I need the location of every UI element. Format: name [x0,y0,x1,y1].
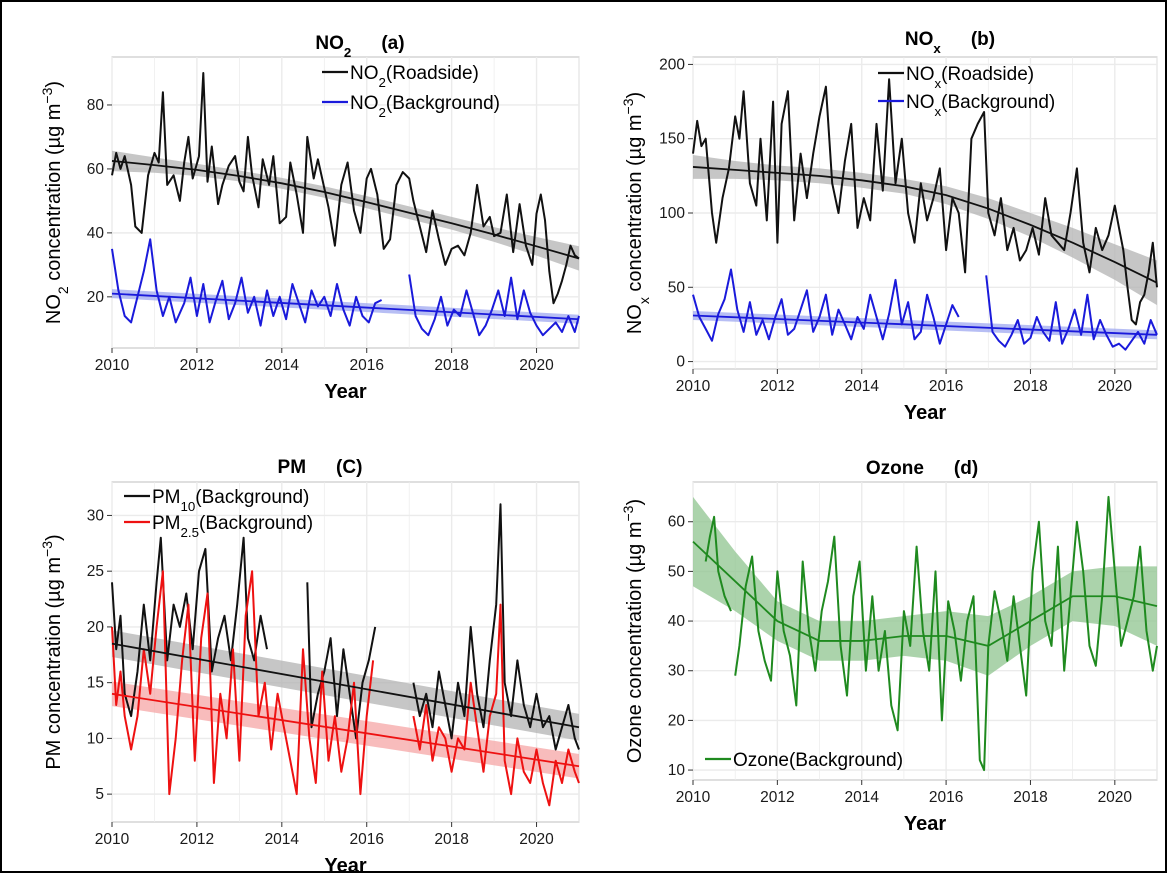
x-tick-label: 2020 [519,357,554,374]
trend-line [111,642,580,729]
x-tick-label: 2014 [844,378,879,395]
legend-label: NOx(Background) [906,92,1055,119]
y-tick-label: 15 [87,675,104,692]
y-tick-label: 60 [668,514,686,531]
x-tick-label: 2016 [349,357,383,374]
series-line [704,495,1158,772]
y-tick-label: 20 [87,289,105,306]
x-tick-label: 2020 [1098,378,1133,395]
panel-d: 2010 2012 2014 2016 2018 2020 10 20 30 40 50 60 Ozon… [620,458,1158,835]
y-tick-label: 20 [668,712,686,729]
x-tick-label: 2012 [180,357,214,374]
x-tick-label: 2016 [929,789,963,806]
x-tick-label: 2016 [929,378,963,395]
y-tick-label: 10 [87,730,105,747]
x-tick-label: 2018 [434,357,468,374]
chart-title: Ozone (d) [866,458,978,479]
trend-line [692,540,1158,647]
y-axis-label: NOx concentration (µg m−3) [620,92,652,334]
x-tick-label: 2010 [95,831,130,848]
legend-label: NO2(Background) [350,93,500,120]
x-axis-label: Year [904,813,946,835]
trend-line [692,166,1158,284]
x-tick-label: 2018 [434,831,468,848]
series-line [111,570,580,807]
y-tick-label: 50 [668,279,686,296]
x-axis-label: Year [324,855,366,871]
legend-label: NO2(Roadside) [350,63,479,90]
y-tick-label: 0 [676,354,685,371]
y-tick-label: 5 [95,786,104,803]
panel-c: 2010 2012 2014 2016 2018 2020 5 10 15 20 25 30 PM (C)… [39,457,580,876]
trend-line [111,160,580,260]
y-tick-label: 100 [659,205,685,222]
legend-label: Ozone(Background) [733,750,903,771]
x-tick-label: 2016 [349,831,383,848]
x-tick-label: 2010 [676,378,711,395]
trend-line [111,692,580,768]
x-tick-label: 2014 [265,831,300,848]
x-tick-label: 2014 [265,357,300,374]
y-tick-label: 60 [87,161,105,178]
y-axis-label: PM concentration (µg m−3) [39,534,65,769]
x-tick-label: 2020 [1098,789,1133,806]
y-tick-label: 20 [87,619,105,636]
x-tick-label: 2020 [519,831,554,848]
x-tick-label: 2010 [676,789,711,806]
series-line [111,238,580,337]
x-axis-label: Year [904,402,946,424]
x-tick-label: 2012 [760,789,794,806]
x-tick-label: 2018 [1013,378,1047,395]
chart-title: NOx (b) [905,29,995,56]
y-axis-label: Ozone concentration (µg m−3) [620,499,646,763]
series-line [111,72,580,305]
x-tick-label: 2018 [1013,789,1047,806]
y-axis-label: NO2 concentration (µg m−3) [39,81,71,324]
y-tick-label: 150 [659,131,685,148]
x-tick-label: 2014 [844,789,879,806]
y-tick-label: 50 [668,563,686,580]
y-tick-label: 40 [668,613,686,630]
y-tick-label: 30 [87,507,105,524]
trend-line [692,314,1158,336]
series-line [111,503,580,751]
y-tick-label: 40 [87,225,105,242]
x-tick-label: 2012 [760,378,794,395]
y-tick-label: 80 [87,97,105,114]
x-axis-label: Year [324,381,366,403]
series-line [692,268,1158,351]
chart-title: PM (C) [278,457,363,478]
legend-label: PM10(Background) [152,487,309,514]
panel-b: 2010 2012 2014 2016 2018 2020 0 50 100 150 200 NOx(… [620,29,1158,424]
y-tick-label: 10 [668,762,686,779]
legend-label: NOx(Roadside) [906,64,1034,91]
y-tick-label: 25 [87,563,104,580]
series-line [692,78,1158,326]
chart-title: NO2 (a) [315,33,404,60]
y-tick-label: 30 [668,663,686,680]
y-tick-label: 200 [659,56,685,73]
trend-line [111,292,580,321]
x-tick-label: 2010 [95,357,130,374]
x-tick-label: 2012 [180,831,214,848]
legend-label: PM2.5(Background) [152,513,313,540]
